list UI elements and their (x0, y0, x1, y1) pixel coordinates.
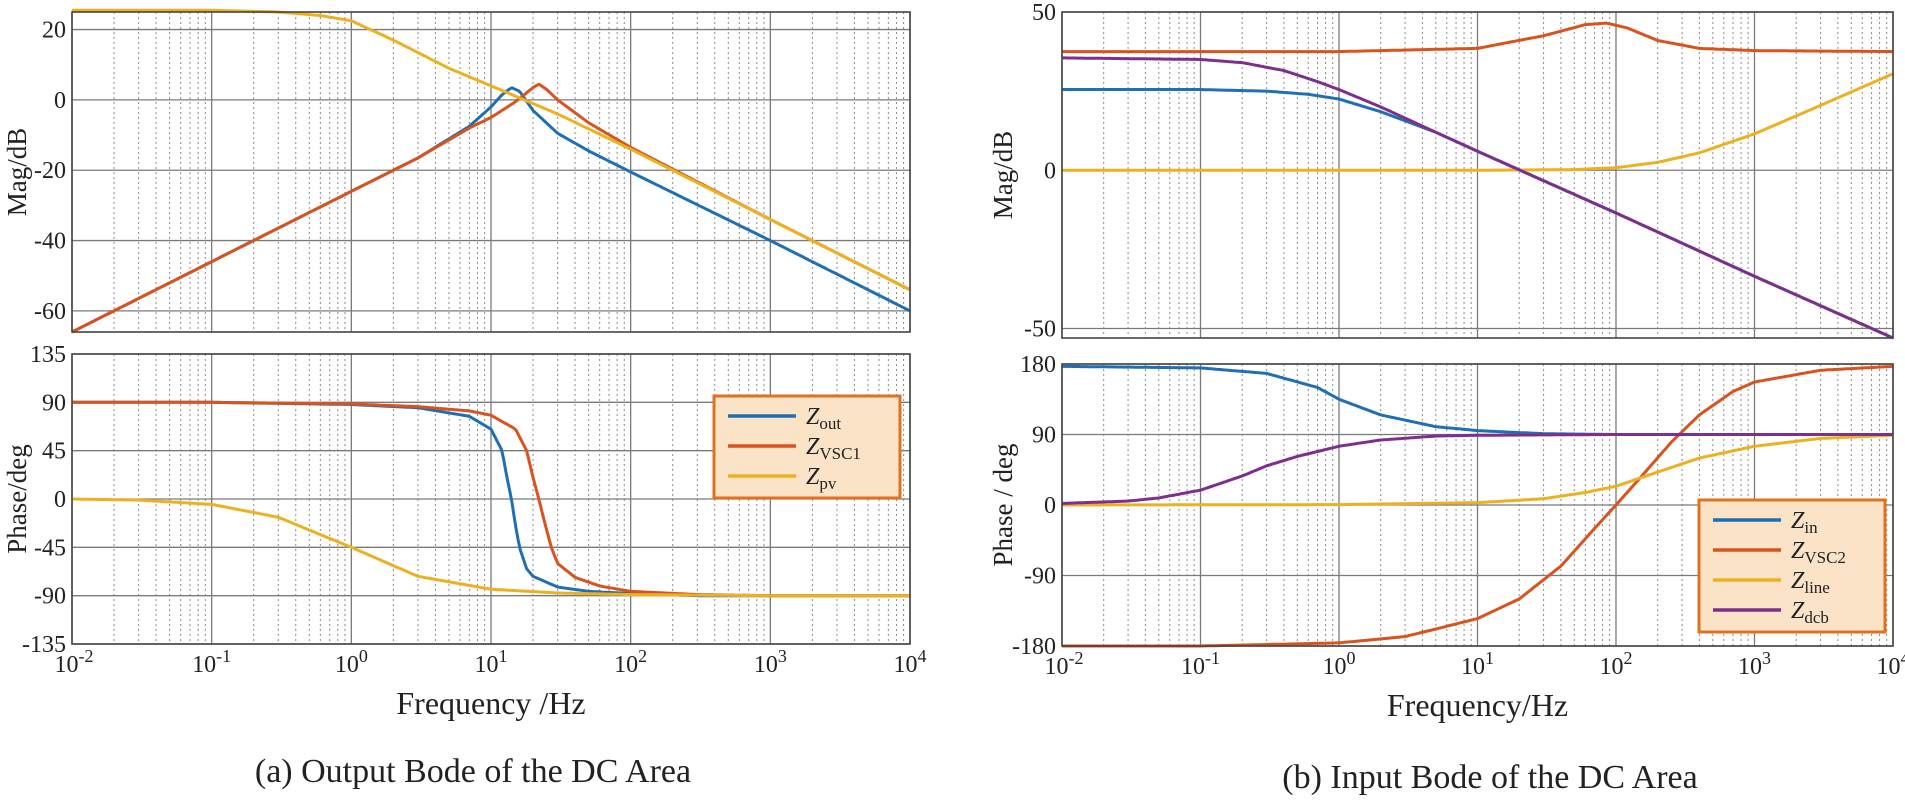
y-axis-label: Mag/dB (2, 128, 32, 217)
plot-frame (1061, 363, 1894, 647)
x-tick-label: 101 (475, 646, 508, 678)
x-tick-label: 100 (335, 646, 368, 678)
b-mag-series-dcb (1062, 56, 1894, 340)
x-tick-label: 10-1 (192, 646, 231, 678)
a-caption: (a) Output Bode of the DC Area (255, 753, 691, 790)
a-mag-panel: 20 0 -20 -40 -60 Mag/dB (2, 8, 911, 334)
x-tick-label: 103 (1738, 648, 1771, 680)
b-mag-panel: 50 0 -50 Mag/dB (988, 0, 1894, 343)
x-tick-exponent: 3 (778, 646, 787, 666)
y-tick-label: 50 (1032, 0, 1056, 26)
x-tick-label: 103 (754, 646, 787, 678)
y-tick-label: 90 (42, 390, 66, 416)
y-tick-label: -90 (34, 584, 66, 610)
y-tick-label: -60 (34, 299, 66, 325)
x-tick-exponent: -1 (216, 646, 231, 666)
y-tick-label: 45 (42, 439, 66, 465)
x-tick-exponent: -2 (1069, 648, 1084, 668)
b-phase-series-line (1062, 433, 1894, 507)
plot-frame (71, 11, 911, 333)
y-tick-label: -135 (22, 632, 66, 658)
b-caption: (b) Input Bode of the DC Area (1282, 759, 1697, 796)
x-tick-label: 101 (1461, 648, 1494, 680)
legend-subscript-pv: pv (819, 474, 837, 493)
x-tick-exponent: 1 (499, 646, 508, 666)
x-tick-label: 104 (1877, 648, 1905, 680)
x-tick-exponent: 0 (1347, 648, 1356, 668)
x-tick-label: 102 (1600, 648, 1633, 680)
x-tick-label: 102 (614, 646, 647, 678)
x-tick-exponent: 2 (638, 646, 647, 666)
x-tick-exponent: 4 (1901, 648, 1905, 668)
y-tick-label: 135 (30, 342, 66, 368)
y-tick-label: -45 (34, 535, 66, 561)
legend-subscript-vsc2: VSC2 (1804, 548, 1846, 567)
a-phase-series-pv (72, 497, 910, 598)
legend-subscript-vsc1: VSC1 (819, 444, 861, 463)
y-axis-label: Mag/dB (988, 131, 1018, 220)
y-axis-label: Phase / deg (988, 444, 1018, 567)
x-tick-exponent: 4 (918, 646, 927, 666)
a-x-axis-label: Frequency /Hz (396, 685, 585, 721)
legend-subscript-line: line (1804, 578, 1830, 597)
plot-frame (1061, 11, 1894, 339)
x-tick-exponent: 1 (1485, 648, 1494, 668)
x-tick-exponent: 2 (1624, 648, 1633, 668)
legend-subscript-in: in (1804, 518, 1818, 537)
y-tick-label: 0 (1044, 493, 1056, 519)
y-tick-label: -40 (34, 229, 66, 255)
y-tick-label: 0 (54, 487, 66, 513)
b-mag-series-vsc2 (1062, 21, 1894, 54)
y-axis-label: Phase/deg (2, 444, 32, 553)
b-x-axis-label: Frequency/Hz (1387, 687, 1568, 723)
a-mag-series-pv (72, 8, 911, 292)
x-tick-exponent: -1 (1205, 648, 1220, 668)
y-tick-label: 180 (1020, 352, 1056, 378)
y-tick-label: -50 (1024, 317, 1056, 343)
x-tick-exponent: 0 (359, 646, 368, 666)
a-phase-panel: 135 90 45 0 -45 -90 -135 Phase/deg (2, 342, 911, 658)
x-tick-exponent: 3 (1762, 648, 1771, 668)
y-tick-label: -180 (1012, 634, 1056, 660)
plot-frame (71, 353, 911, 645)
y-tick-label: 0 (1044, 158, 1056, 184)
b-mag-series-line (1062, 72, 1894, 172)
y-tick-label: 0 (54, 88, 66, 114)
x-tick-label: 104 (894, 646, 927, 678)
y-tick-label: 20 (42, 18, 66, 44)
y-tick-label: -90 (1024, 564, 1056, 590)
legend-subscript-dcb: dcb (1804, 608, 1829, 627)
b-phase-series-dcb (1062, 433, 1893, 505)
x-tick-exponent: -2 (79, 646, 94, 666)
x-tick-label: 10-1 (1181, 648, 1220, 680)
x-tick-label: 100 (1323, 648, 1356, 680)
legend-subscript-out: out (819, 414, 841, 433)
y-tick-label: 90 (1032, 423, 1056, 449)
y-tick-label: -20 (34, 158, 66, 184)
